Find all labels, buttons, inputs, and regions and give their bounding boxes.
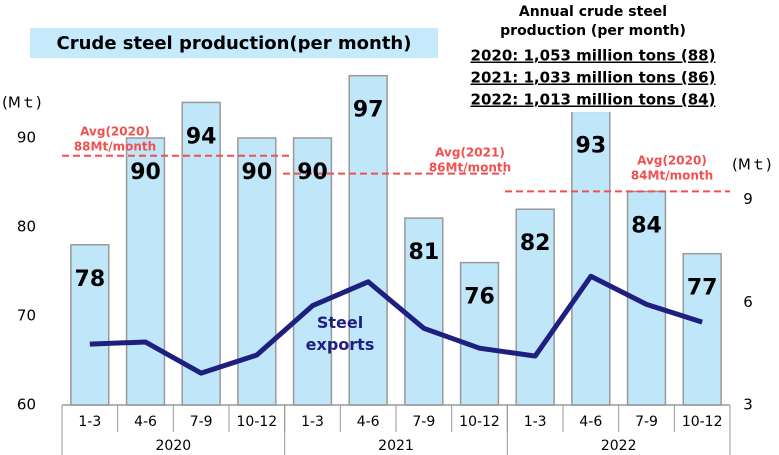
x-tick-label: 7-9 <box>190 414 213 430</box>
x-tick-label: 1-3 <box>301 414 324 430</box>
bar <box>515 208 555 406</box>
x-tick-label: 7-9 <box>635 414 658 430</box>
year-label: 2021 <box>378 438 414 454</box>
y-tick-label: 70 <box>17 307 36 325</box>
value-label: 84 <box>631 213 662 238</box>
value-label: 94 <box>186 124 217 149</box>
bar <box>348 74 388 406</box>
value-label: 97 <box>353 98 384 123</box>
average-text: 84Mt/month <box>631 169 713 183</box>
summary-heading: production (per month) <box>500 23 686 39</box>
summary-line: 2020: 1,053 million tons (88) <box>471 47 716 65</box>
value-label: 77 <box>687 276 718 301</box>
average-label: Avg(2020) <box>637 154 707 168</box>
summary-heading: Annual crude steel <box>519 4 667 20</box>
y2-tick-label: 3 <box>743 396 753 414</box>
value-label: 90 <box>297 160 328 185</box>
y2-axis-unit: (Mｔ) <box>732 156 772 174</box>
x-tick-label: 4-6 <box>579 414 602 430</box>
average-label: Avg(2021) <box>435 146 505 160</box>
average-text: 88Mt/month <box>74 140 156 154</box>
bar <box>571 110 611 406</box>
average-text: 86Mt/month <box>429 161 511 175</box>
y-tick-label: 90 <box>17 129 36 147</box>
value-label: 93 <box>576 133 607 158</box>
bar <box>70 244 110 406</box>
x-tick-label: 1-3 <box>78 414 101 430</box>
title-background <box>30 28 438 58</box>
summary-line: 2021: 1,033 million tons (86) <box>471 69 716 87</box>
x-tick-label: 1-3 <box>524 414 547 430</box>
x-tick-label: 10-12 <box>236 414 277 430</box>
line <box>89 273 703 376</box>
year-label: 2020 <box>156 438 192 454</box>
value-label: 90 <box>130 160 161 185</box>
x-tick-label: 4-6 <box>357 414 380 430</box>
value-label: 78 <box>75 267 106 292</box>
x-tick-label: 7-9 <box>412 414 435 430</box>
value-label: 90 <box>242 160 273 185</box>
value-label: 76 <box>464 285 495 310</box>
value-label: 81 <box>409 240 440 265</box>
value-label: 82 <box>520 231 551 256</box>
x-tick-label: 10-12 <box>459 414 500 430</box>
series-label: Steel exports <box>306 313 375 354</box>
x-tick-label: 4-6 <box>134 414 157 430</box>
average-label: Avg(2020) <box>80 125 150 139</box>
y-tick-label: 80 <box>17 218 36 236</box>
bar <box>181 101 221 406</box>
y-tick-label: 60 <box>17 396 36 414</box>
bar <box>626 190 667 406</box>
y2-tick-label: 6 <box>743 293 753 311</box>
y-axis-unit: (Mｔ) <box>2 94 42 112</box>
summary-background <box>450 0 732 112</box>
bar <box>125 137 166 406</box>
y2-tick-label: 9 <box>743 190 753 208</box>
x-tick-label: 10-12 <box>682 414 723 430</box>
bar <box>459 261 500 406</box>
chart-title: Crude steel production(per month) <box>57 33 412 54</box>
series-label-part: exports <box>306 335 375 354</box>
summary-line: 2022: 1,013 million tons (84) <box>471 91 716 109</box>
year-label: 2022 <box>601 438 637 454</box>
series-label-part: Steel <box>317 313 363 332</box>
